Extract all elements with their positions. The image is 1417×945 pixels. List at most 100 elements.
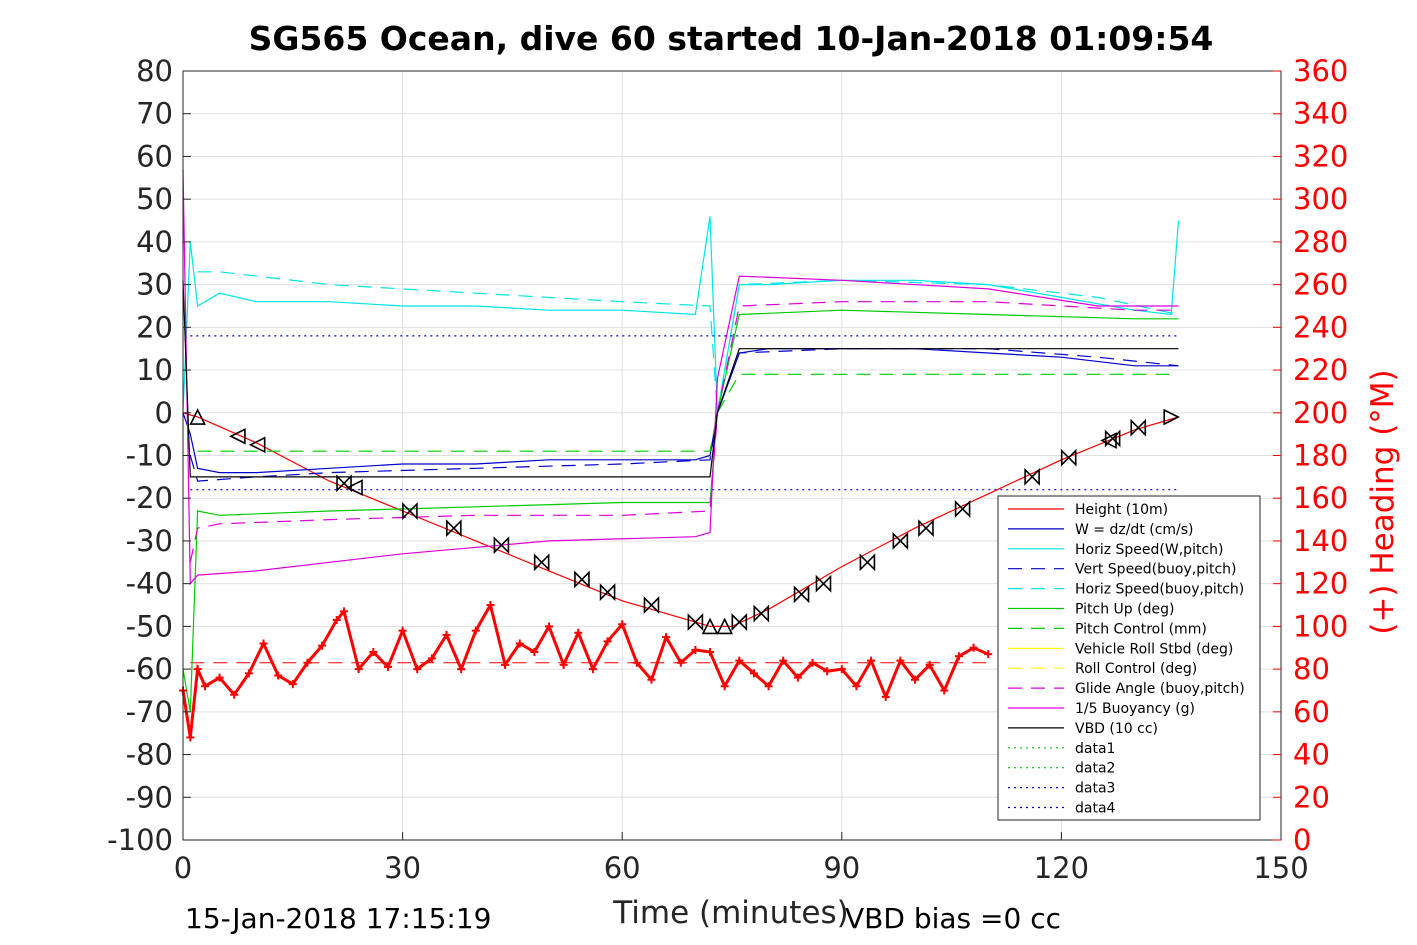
y-tick-label: 10 [136, 353, 173, 387]
y-tick-label: 40 [136, 225, 173, 259]
depth-marker-bowtie [753, 604, 770, 623]
depth-marker-up [701, 617, 719, 635]
y2-tick-label: 0 [1293, 823, 1311, 857]
depth-marker-left [229, 427, 246, 445]
series-line-5 [182, 309, 1179, 712]
series-line-1 [182, 348, 1179, 474]
y-tick-label: -10 [126, 439, 173, 473]
y-tick-label: -90 [126, 780, 173, 814]
depth-marker-up [189, 408, 206, 425]
depth-marker-bowtie [574, 570, 590, 589]
y-tick-label: -80 [126, 738, 173, 772]
y-tick-label: 60 [136, 139, 173, 173]
y-tick-label: 20 [136, 310, 173, 344]
series-line-8 [182, 169, 1179, 586]
footer-timestamp: 15-Jan-2018 17:15:19 [185, 902, 491, 935]
depth-marker-left [346, 479, 363, 496]
legend-label: VBD (10 cc) [1075, 721, 1158, 737]
plot-area [179, 169, 1180, 742]
series-line-2 [182, 216, 1180, 413]
y2-axis-label: (+) Heading (°M) [1365, 369, 1401, 634]
y2-tick-label: 60 [1293, 695, 1330, 729]
series-line-6 [197, 373, 1179, 452]
y-tick-label: -40 [126, 567, 173, 601]
y-tick-label: 50 [136, 182, 173, 216]
depth-marker-bowtie [643, 596, 660, 614]
y2-tick-label: 320 [1293, 139, 1348, 173]
depth-marker-left [248, 436, 266, 454]
depth-marker-right [1163, 408, 1180, 426]
depth-marker-bowtie [892, 532, 909, 550]
depth-marker-bowtie [954, 499, 971, 518]
y2-tick-label: 180 [1293, 439, 1348, 473]
x-tick-label: 90 [823, 851, 860, 885]
y2-tick-label: 140 [1293, 524, 1348, 558]
depth-marker-bowtie [859, 553, 876, 572]
y-tick-label: 80 [136, 54, 173, 88]
y2-tick-label: 120 [1293, 567, 1348, 601]
legend-label: Height (10m) [1075, 502, 1168, 518]
y2-tick-label: 80 [1293, 652, 1330, 686]
depth-marker-bowtie [1130, 418, 1147, 437]
x-tick-label: 120 [1034, 851, 1089, 885]
legend-box [997, 495, 1261, 821]
footer-vbd-bias: VBD bias =0 cc [845, 902, 1061, 935]
heading-line [181, 600, 989, 738]
y-tick-label: -50 [126, 609, 173, 643]
y-tick-label: 0 [155, 396, 173, 430]
y-tick-label: -70 [126, 695, 173, 729]
y2-tick-label: 260 [1293, 268, 1348, 302]
y-tick-label: 70 [136, 97, 173, 131]
depth-marker-bowtie [493, 536, 510, 555]
y-tick-label: -100 [107, 823, 173, 857]
depth-marker-bowtie [336, 474, 352, 493]
legend-label: Glide Angle (buoy,pitch) [1075, 681, 1245, 697]
depth-marker-left [1100, 432, 1117, 449]
x-tick-label: 0 [174, 851, 192, 885]
depth-marker-bowtie [533, 553, 550, 572]
depth-marker-bowtie [815, 574, 832, 593]
y-tick-label: 30 [136, 268, 173, 302]
y2-tick-label: 280 [1293, 225, 1348, 259]
legend-label: Vehicle Roll Stbd (deg) [1075, 641, 1233, 657]
axes: 0 30 60 90 120 15080706050403020100-10-20-30-… [107, 54, 1348, 885]
depth-marker-bowtie [1024, 467, 1040, 486]
y-tick-label: -30 [126, 524, 173, 558]
y-tick-label: -60 [126, 652, 173, 686]
y2-tick-label: 220 [1293, 353, 1348, 387]
y2-tick-label: 240 [1293, 310, 1348, 344]
y2-tick-label: 360 [1293, 54, 1348, 88]
depth-marker-bowtie [687, 613, 704, 632]
series-line-4 [197, 271, 1179, 413]
depth-marker-bowtie [402, 502, 418, 520]
depth-marker-bowtie [793, 585, 810, 604]
chart-title: SG565 Ocean, dive 60 started 10-Jan-2018… [249, 19, 1214, 58]
series-line-9 [182, 280, 1179, 478]
depth-marker-bowtie [1060, 448, 1077, 467]
legend-label: W = dz/dt (cm/s) [1075, 522, 1194, 538]
y2-tick-label: 300 [1293, 182, 1348, 216]
x-axis-label: Time (minutes) [612, 895, 848, 931]
depth-marker-bowtie [1104, 429, 1121, 448]
depth-marker-up [716, 617, 733, 635]
y2-tick-label: 340 [1293, 97, 1348, 131]
legend-label: Vert Speed(buoy,pitch) [1075, 562, 1237, 578]
legend-label: Horiz Speed(buoy,pitch) [1075, 582, 1244, 598]
legend-label: data4 [1075, 801, 1116, 817]
depth-marker-bowtie [731, 613, 748, 632]
y-tick-label: -20 [126, 481, 173, 515]
depth-marker-bowtie [446, 519, 462, 538]
y2-tick-label: 200 [1293, 396, 1348, 430]
series-line-7 [189, 301, 1179, 563]
legend-label: data1 [1075, 741, 1115, 757]
legend-label: Pitch Control (mm) [1075, 621, 1207, 637]
x-tick-label: 60 [604, 851, 641, 885]
legend-label: data2 [1075, 761, 1115, 777]
legend: Height (10m) W = dz/dt (cm/s) Horiz Speed(… [997, 495, 1261, 821]
y2-tick-label: 20 [1293, 780, 1330, 814]
legend-label: Pitch Up (deg) [1075, 602, 1174, 618]
x-tick-label: 150 [1253, 851, 1308, 885]
legend-label: 1/5 Buoyancy (g) [1075, 701, 1195, 717]
y2-tick-label: 100 [1293, 609, 1348, 643]
